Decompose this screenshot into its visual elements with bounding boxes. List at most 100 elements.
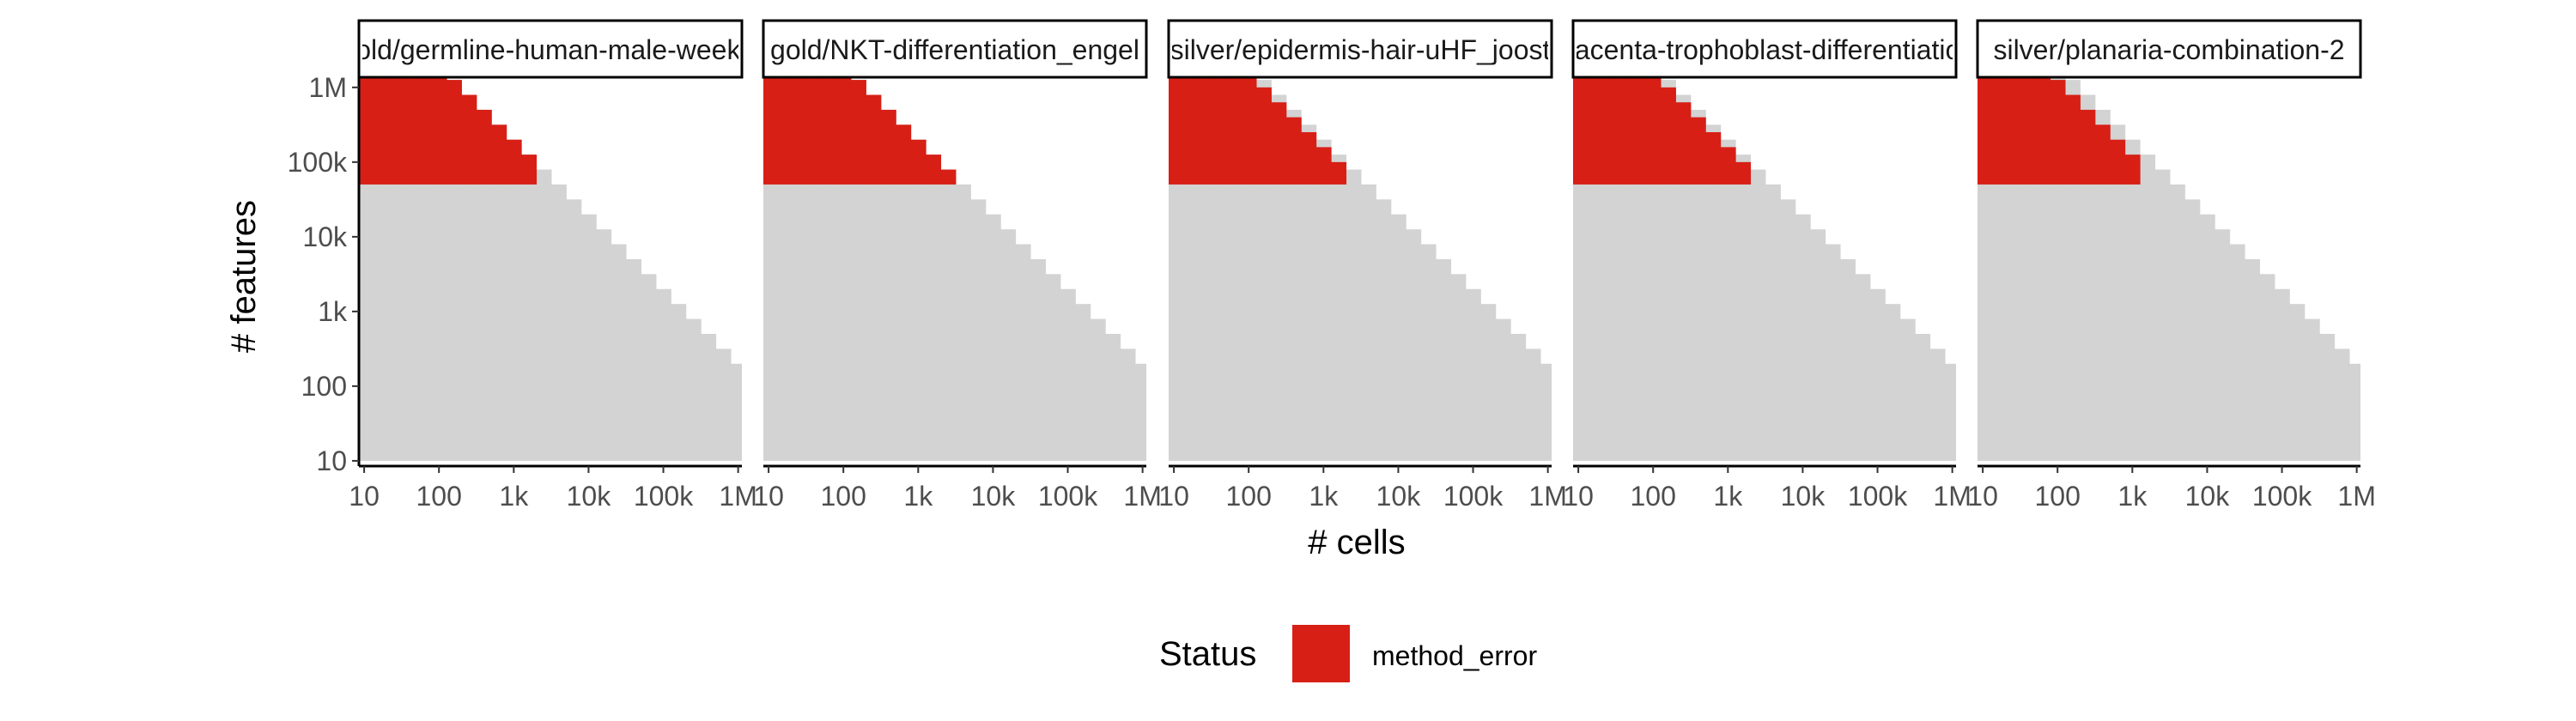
x-tick-label: 100k (1038, 481, 1098, 512)
error-cell (791, 64, 807, 185)
heatmap-cells (359, 64, 742, 461)
error-cell (1285, 117, 1302, 185)
heatmap-cell (1346, 169, 1362, 461)
error-cell (1255, 87, 1272, 185)
error-cell (1181, 64, 1197, 185)
y-tick-label: 100k (288, 147, 348, 178)
error-cell (401, 64, 417, 185)
heatmap-cell (2199, 214, 2215, 461)
x-tick-label: 1k (1309, 481, 1339, 512)
heatmap-cell (596, 229, 612, 461)
x-tick-label: 10 (753, 481, 784, 512)
heatmap-cell (1331, 154, 1347, 461)
x-tick-label: 10 (349, 481, 380, 512)
x-tick-label: 1k (903, 481, 933, 512)
x-tick-label: 100 (1631, 481, 1676, 512)
y-tick-label: 10 (316, 445, 347, 476)
heatmap-cell (955, 184, 971, 461)
error-cell (2094, 124, 2111, 185)
heatmap-cell (1105, 333, 1121, 461)
error-cell (1735, 161, 1752, 185)
error-cell (1301, 132, 1317, 185)
heatmap-cell (550, 184, 567, 461)
x-tick-label: 1k (2117, 481, 2148, 512)
x-tick-label: 100k (1848, 481, 1908, 512)
heatmap-cell (2154, 169, 2171, 461)
error-cell (1573, 64, 1587, 185)
error-cell (431, 64, 447, 185)
facet-strip (1976, 19, 2362, 79)
x-tick-label: 10k (971, 481, 1017, 512)
heatmap-cell (1015, 244, 1031, 461)
error-cell (2035, 64, 2051, 185)
heatmap-cell (1420, 244, 1437, 461)
error-cell (940, 169, 957, 185)
heatmap-cell (641, 274, 657, 461)
error-cell (2064, 94, 2081, 185)
error-cell (2124, 154, 2141, 185)
heatmap-cell (1705, 124, 1722, 461)
legend-swatch-method-error (1292, 625, 1350, 682)
heatmap-cell (1285, 109, 1302, 461)
error-cell (1615, 64, 1631, 185)
error-cell (371, 64, 387, 185)
heatmap-cell (461, 94, 477, 461)
heatmap-cell (2304, 318, 2320, 461)
facet-panel: 10 100 1k 10k 100k 1M 10 100 1k 10k 100k 1M gold/ger… (288, 19, 757, 512)
heatmap-cell (2110, 124, 2126, 461)
heatmap-cell (1271, 94, 1287, 461)
heatmap-cell (1915, 333, 1931, 461)
heatmap-cell (2215, 229, 2231, 461)
x-tick-label: 100 (416, 481, 462, 512)
y-tick-label: 100 (301, 371, 347, 402)
facet-strip (1571, 19, 1958, 79)
heatmap-cell (1301, 124, 1317, 461)
error-cell (476, 109, 492, 185)
heatmap-cell (2334, 348, 2350, 461)
heatmap-cell (701, 333, 717, 461)
error-cell (2005, 64, 2021, 185)
heatmap-cell (2169, 184, 2185, 461)
error-cell (416, 64, 433, 185)
heatmap-cell (2274, 288, 2290, 461)
heatmap-cell (1944, 363, 1956, 461)
heatmap-cell (1360, 184, 1376, 461)
heatmap-cell (1540, 363, 1552, 461)
heatmap-cell (1045, 274, 1061, 461)
x-tick-label: 10 (1967, 481, 1998, 512)
heatmap-cell (2229, 244, 2245, 461)
heatmap-cell (715, 348, 732, 461)
error-cell (461, 94, 477, 185)
heatmap-cell (1810, 229, 1826, 461)
error-cell (1675, 102, 1692, 185)
x-tick-label: 1M (1933, 481, 1971, 512)
heatmap-cell (2348, 363, 2360, 461)
facet-title: silver/planaria-combination-2 (1993, 34, 2344, 65)
heatmap-cell (1795, 214, 1811, 461)
x-tick-label: 10k (1376, 481, 1422, 512)
error-cell (835, 64, 852, 185)
heatmap-cell (1899, 318, 1916, 461)
heatmap-cell (1450, 274, 1467, 461)
heatmap-cell (1720, 139, 1736, 461)
heatmap-cell (910, 139, 927, 461)
facet-title: gold/NKT-differentiation_engel (770, 34, 1139, 65)
panels-layer: 10 100 1k 10k 100k 1M101001k10k100k1Mgold/ger… (288, 19, 2376, 512)
heatmap-cell (866, 94, 882, 461)
y-axis-label: # features (225, 200, 263, 353)
heatmap-cell (1376, 199, 1392, 461)
heatmap-cell (2259, 274, 2275, 461)
heatmap-cell (985, 214, 1001, 461)
error-cell (521, 154, 538, 185)
error-cell (359, 64, 373, 185)
facet-title: silver/epidermis-hair-uHF_joost (1170, 34, 1551, 65)
error-cell (491, 124, 507, 185)
facet-title: placenta-trophoblast-differentiation (1553, 34, 1976, 65)
legend: Status method_error (1159, 625, 1537, 682)
error-cell (1690, 117, 1706, 185)
heatmap-cell (1825, 244, 1841, 461)
heatmap-cell (1060, 288, 1076, 461)
heatmap-cell (1525, 348, 1541, 461)
heatmap-cell (1406, 229, 1422, 461)
error-cell (1645, 64, 1662, 185)
